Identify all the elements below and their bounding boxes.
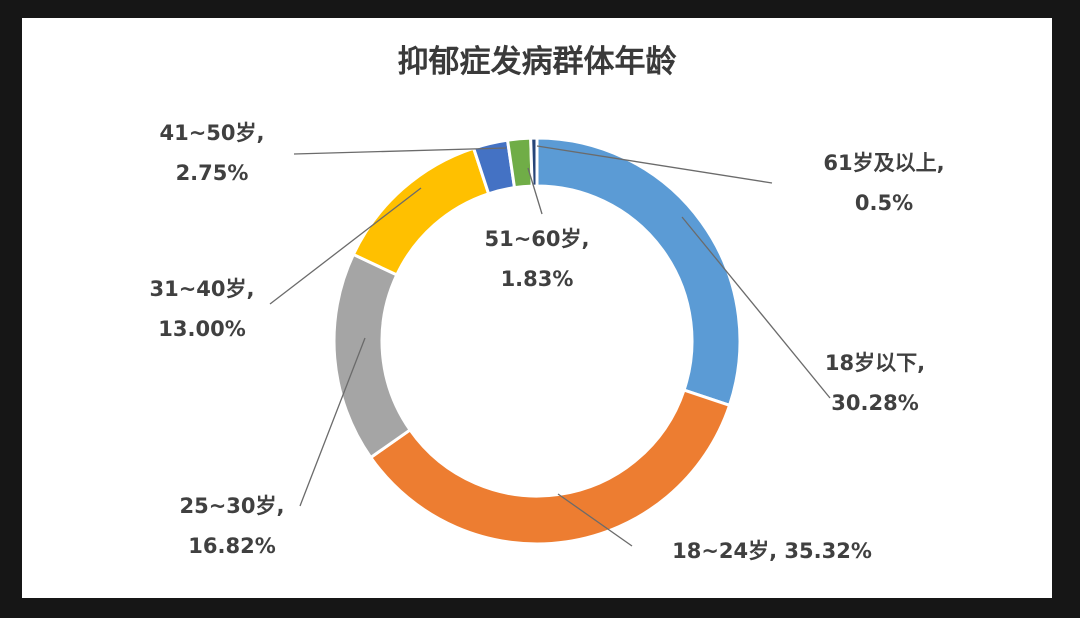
- data-label-s5: 41~50岁, 2.75%: [159, 121, 264, 185]
- chart-title: 抑郁症发病群体年龄: [398, 44, 677, 80]
- donut-chart: 抑郁症发病群体年龄 18岁以下, 30.28% 18~24岁, 35.32% 25~3…: [149, 44, 944, 563]
- slice-s7: [529, 136, 539, 188]
- data-label-s1: 18岁以下, 30.28%: [825, 351, 925, 415]
- leader-line-s1: [681, 216, 831, 399]
- data-label-line: 0.5%: [855, 191, 913, 215]
- data-label-line: 2.75%: [176, 161, 249, 185]
- leader-line-s7: [536, 145, 773, 184]
- data-label-line: 1.83%: [501, 267, 574, 291]
- chart-frame: 抑郁症发病群体年龄 18岁以下, 30.28% 18~24岁, 35.32% 25~3…: [22, 18, 1052, 598]
- leader-line-s3: [299, 337, 366, 507]
- data-label-line: 31~40岁,: [149, 277, 254, 301]
- leader-line-s5: [293, 147, 507, 155]
- data-label-s3: 25~30岁, 16.82%: [179, 494, 284, 558]
- data-label-line: 51~60岁,: [484, 227, 589, 251]
- data-label-s7: 61岁及以上, 0.5%: [823, 151, 944, 215]
- data-label-s2: 18~24岁, 35.32%: [672, 539, 872, 563]
- slice-s4: [351, 146, 491, 277]
- leader-line-s4: [269, 187, 422, 305]
- data-label-line: 16.82%: [188, 534, 275, 558]
- slices-group: [332, 136, 742, 546]
- data-label-line: 18~24岁, 35.32%: [672, 539, 872, 563]
- leader-line-s2: [557, 493, 633, 547]
- leader-line-s6: [527, 167, 543, 215]
- data-label-line: 18岁以下,: [825, 351, 925, 375]
- data-label-s4: 31~40岁, 13.00%: [149, 277, 254, 341]
- slice-s3: [332, 252, 413, 460]
- data-label-s6: 51~60岁, 1.83%: [484, 227, 589, 291]
- data-label-line: 25~30岁,: [179, 494, 284, 518]
- data-label-line: 41~50岁,: [159, 121, 264, 145]
- slice-s2: [368, 388, 732, 546]
- labels-group: 18岁以下, 30.28% 18~24岁, 35.32% 25~30岁, 16.82% 3…: [149, 121, 944, 563]
- data-label-line: 61岁及以上,: [823, 151, 944, 175]
- data-label-line: 30.28%: [831, 391, 918, 415]
- data-label-line: 13.00%: [158, 317, 245, 341]
- leader-lines-group: [269, 145, 831, 547]
